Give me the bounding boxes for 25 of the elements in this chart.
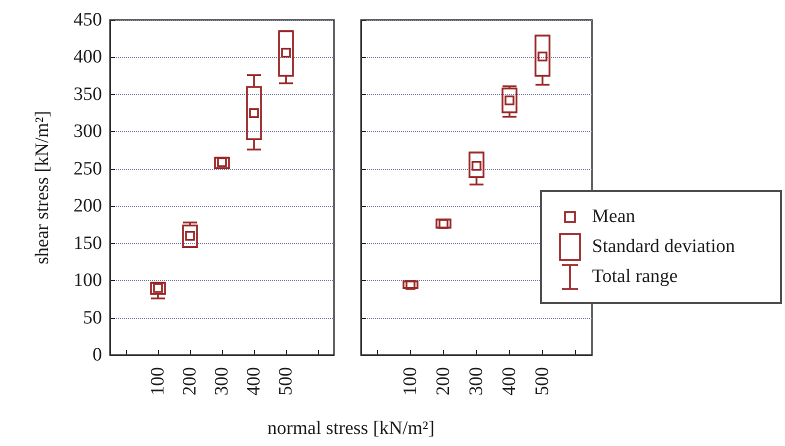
y-tick-label: 250 [74,158,102,180]
x-tick-label: 300 [212,367,232,396]
x-axis-title: normal stress [kN/m²] [266,418,436,440]
y-tick-label: 200 [74,196,102,217]
x-tick-label: 400 [244,367,264,396]
y-tick-label: 300 [74,121,102,142]
y-tick-label: 50 [83,307,102,328]
x-tick-label: 100 [148,367,168,396]
y-tick-label: 400 [74,46,102,68]
annotation: Standard deviation [592,236,735,258]
x-tick-label: 200 [180,367,200,396]
y-tick-label: 0 [92,344,102,366]
y-tick-label: 150 [74,232,102,254]
y-tick-label: 450 [74,10,102,30]
x-tick-label: 400 [499,367,520,396]
x-tick-label: 300 [466,367,487,396]
x-tick-label: 200 [433,367,454,396]
annotation: Total range [592,266,678,288]
x-tick-label: 500 [276,367,296,396]
x-tick-label: 100 [400,367,421,396]
x-tick-label: 500 [532,367,553,396]
y-tick-label: 100 [74,270,102,292]
annotation: Mean [592,206,636,228]
y-axis-title: shear stress [kN/m²] [32,110,53,264]
y-tick-label: 350 [74,84,102,105]
